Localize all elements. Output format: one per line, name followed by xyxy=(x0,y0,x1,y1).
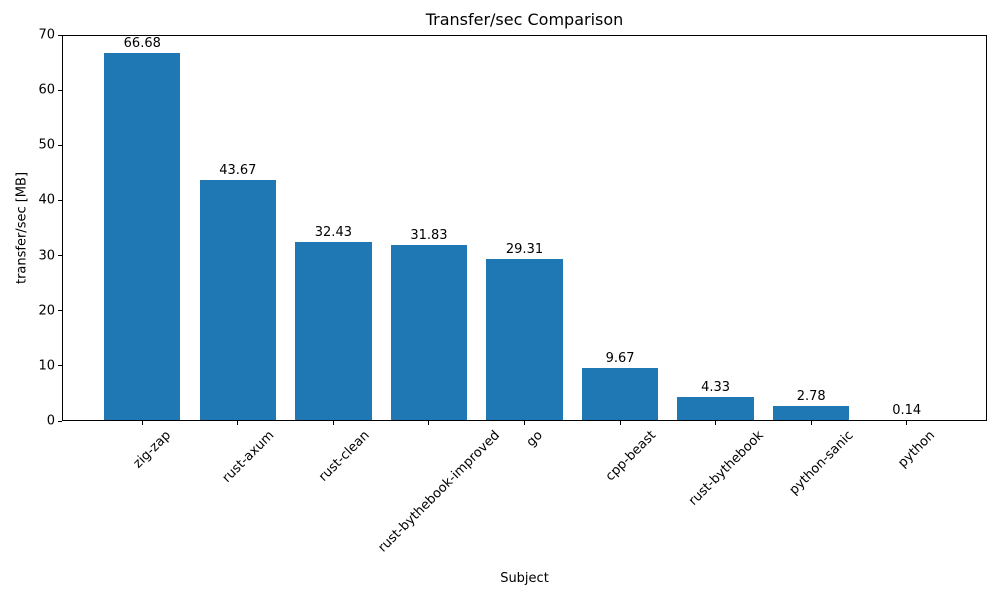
x-tick-label: rust-bythebook xyxy=(685,428,767,509)
y-axis-label: transfer/sec [MB] xyxy=(14,171,30,285)
bar xyxy=(104,53,181,421)
x-tick-label: rust-bythebook-improved xyxy=(375,428,504,556)
y-tick-label: 0 xyxy=(46,413,55,429)
y-tick-label: 20 xyxy=(38,303,55,319)
bar xyxy=(199,180,277,421)
x-tick-label: rust-clean xyxy=(315,428,373,485)
bar-value-label: 29.31 xyxy=(505,242,544,258)
y-tick-label: 50 xyxy=(38,137,55,153)
y-tick-label: 70 xyxy=(38,27,55,43)
x-tick-mark xyxy=(237,421,239,425)
y-tick-mark xyxy=(58,420,62,422)
bar-value-label: 43.67 xyxy=(219,163,257,179)
x-tick-label: python xyxy=(895,428,939,471)
y-tick-mark xyxy=(58,34,62,36)
bar xyxy=(581,367,659,421)
bar-value-label: 66.68 xyxy=(123,36,161,52)
x-tick-mark xyxy=(524,421,525,425)
x-tick-mark xyxy=(619,421,621,425)
y-tick-mark xyxy=(58,89,62,91)
bar-value-label: 4.33 xyxy=(701,380,731,396)
x-tick-label: python-sanic xyxy=(786,428,857,498)
bar xyxy=(295,242,372,421)
bar xyxy=(677,397,754,421)
x-axis-label: Subject xyxy=(500,571,549,586)
bars-layer xyxy=(62,35,987,421)
y-tick-mark xyxy=(58,255,62,257)
y-tick-mark xyxy=(58,310,62,312)
y-tick-label: 40 xyxy=(38,192,55,208)
bar-value-label: 0.14 xyxy=(892,403,922,419)
y-tick-mark xyxy=(58,365,62,367)
y-tick-label: 10 xyxy=(38,358,55,374)
x-tick-label: go xyxy=(524,428,547,451)
x-tick-label: zig-zap xyxy=(131,428,175,472)
x-tick-label: cpp-beast xyxy=(602,428,659,485)
x-tick-mark xyxy=(906,421,908,425)
x-tick-mark xyxy=(810,421,812,425)
x-tick-mark xyxy=(141,421,143,425)
bar-value-label: 9.67 xyxy=(605,350,635,366)
y-tick-label: 60 xyxy=(38,82,55,98)
y-tick-mark xyxy=(58,144,62,146)
x-tick-mark xyxy=(715,421,717,425)
bar-value-label: 31.83 xyxy=(410,228,448,244)
bar xyxy=(486,259,563,421)
chart-title: Transfer/sec Comparison xyxy=(425,10,624,29)
bar xyxy=(390,245,468,421)
bar xyxy=(772,405,850,421)
bar-value-label: 2.78 xyxy=(796,388,826,404)
x-tick-label: rust-axum xyxy=(219,428,278,486)
y-tick-label: 30 xyxy=(38,248,55,264)
x-tick-mark xyxy=(332,421,334,425)
x-tick-mark xyxy=(428,421,430,425)
bar-value-label: 32.43 xyxy=(314,225,352,241)
y-tick-mark xyxy=(58,199,62,201)
